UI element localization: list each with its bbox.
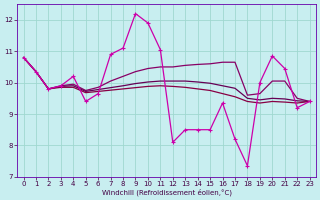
X-axis label: Windchill (Refroidissement éolien,°C): Windchill (Refroidissement éolien,°C) [101,188,232,196]
